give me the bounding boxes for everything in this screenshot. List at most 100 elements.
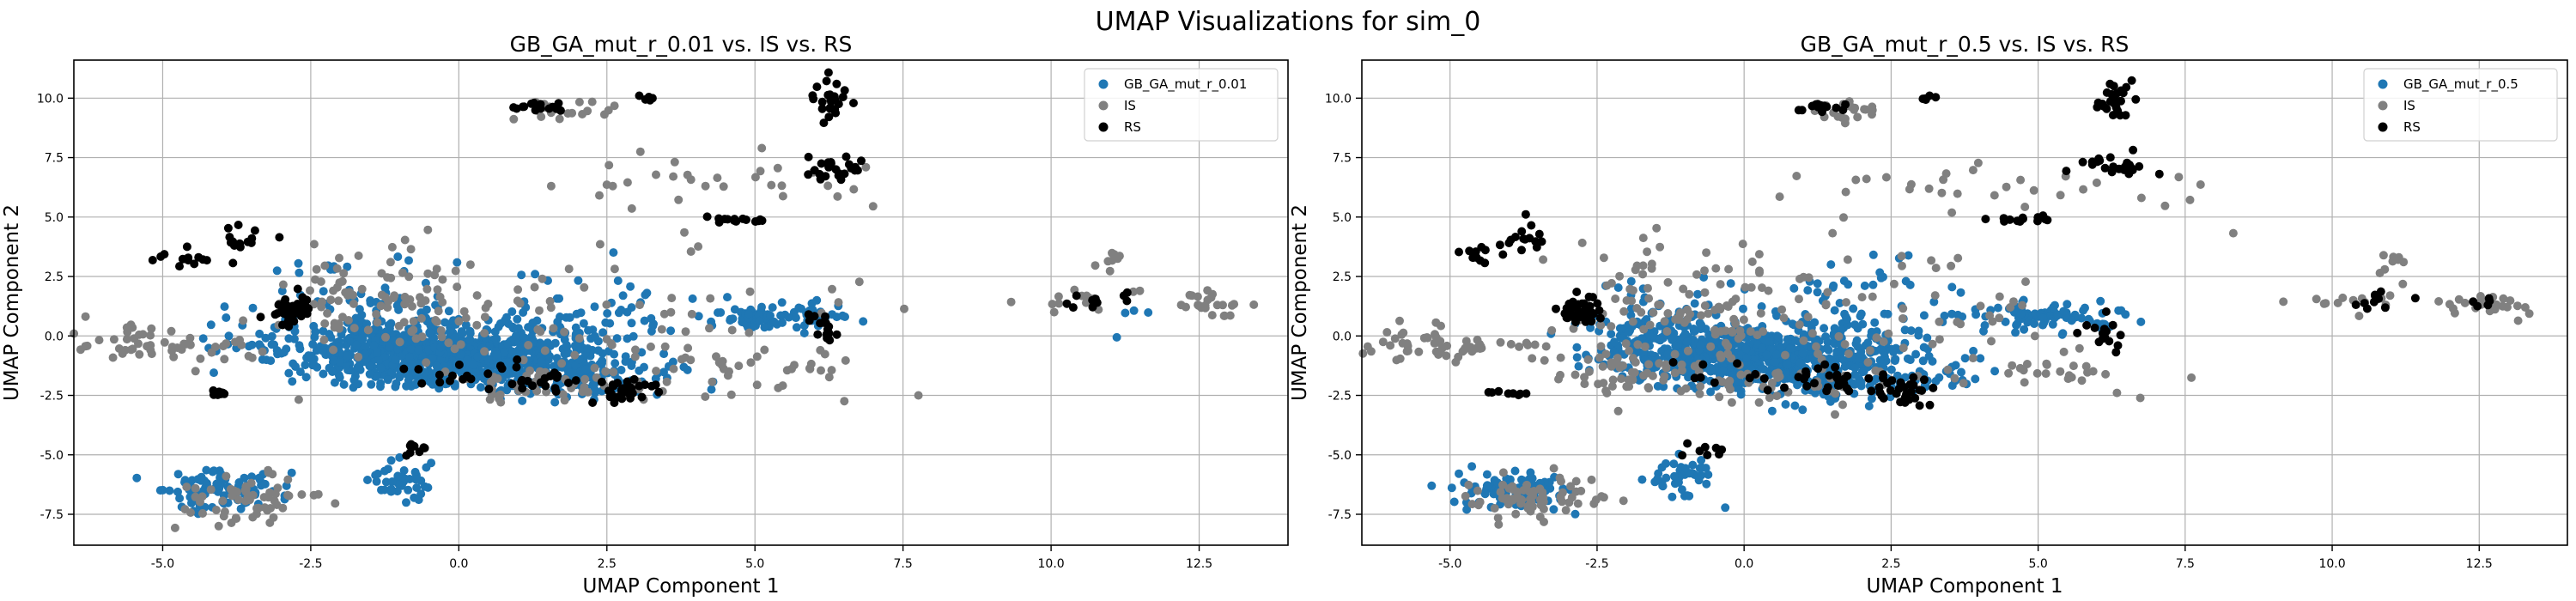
scatter-point xyxy=(1722,301,1731,310)
scatter-point xyxy=(402,451,411,460)
scatter-point xyxy=(1358,349,1368,358)
scatter-point xyxy=(198,334,208,343)
scatter-point xyxy=(425,328,434,337)
scatter-point xyxy=(499,348,508,357)
scatter-point xyxy=(1801,367,1810,376)
scatter-point xyxy=(598,328,608,337)
scatter-point xyxy=(231,513,240,523)
scatter-point xyxy=(302,295,312,305)
scatter-point xyxy=(222,471,231,481)
scatter-point xyxy=(1572,343,1582,352)
scatter-point xyxy=(1628,317,1637,326)
scatter-point xyxy=(1455,247,1463,257)
y-tick-label: 2.5 xyxy=(45,270,64,284)
scatter-point xyxy=(437,332,447,342)
scatter-point xyxy=(756,215,765,224)
scatter-point xyxy=(1579,299,1589,308)
scatter-point xyxy=(1738,240,1747,249)
scatter-point xyxy=(406,245,416,254)
scatter-point xyxy=(1868,250,1878,259)
scatter-point xyxy=(1103,257,1113,266)
scatter-point xyxy=(320,261,330,270)
scatter-point xyxy=(1607,382,1617,391)
scatter-point xyxy=(637,392,647,402)
scatter-point xyxy=(2354,312,2364,320)
scatter-point xyxy=(1861,105,1870,114)
scatter-point xyxy=(1659,382,1668,392)
scatter-point xyxy=(507,379,517,389)
scatter-point xyxy=(284,334,294,343)
scatter-point xyxy=(702,212,712,222)
scatter-point xyxy=(1613,283,1623,292)
scatter-point xyxy=(778,191,787,201)
scatter-point xyxy=(2105,79,2115,88)
scatter-point xyxy=(1795,320,1804,330)
scatter-point xyxy=(1718,377,1727,386)
scatter-point xyxy=(813,330,823,339)
scatter-point xyxy=(587,97,597,106)
scatter-point xyxy=(1813,100,1822,109)
legend-box xyxy=(1084,68,1279,142)
scatter-point xyxy=(570,350,580,360)
scatter-point xyxy=(304,351,313,361)
scatter-point xyxy=(1525,487,1534,496)
scatter-point xyxy=(1068,303,1078,313)
scatter-point xyxy=(2008,361,2017,370)
scatter-point xyxy=(769,317,779,326)
scatter-point xyxy=(701,181,710,191)
scatter-point xyxy=(1995,292,2004,301)
scatter-point xyxy=(2136,317,2146,326)
scatter-point xyxy=(652,170,660,179)
scatter-point xyxy=(757,302,766,312)
x-axis-label: UMAP Component 1 xyxy=(582,575,779,598)
scatter-point xyxy=(210,368,218,378)
scatter-point xyxy=(777,298,787,307)
scatter-point xyxy=(354,251,363,260)
scatter-point xyxy=(295,268,304,277)
scatter-point xyxy=(422,284,432,294)
x-tick-label: -2.5 xyxy=(1585,557,1608,571)
scatter-point xyxy=(1615,271,1625,281)
scatter-point xyxy=(1826,260,1836,270)
scatter-point xyxy=(598,356,607,366)
scatter-point xyxy=(1115,252,1124,261)
scatter-point xyxy=(2100,163,2110,173)
scatter-point xyxy=(583,344,592,353)
scatter-point xyxy=(824,112,834,122)
scatter-point xyxy=(670,157,679,167)
scatter-point xyxy=(536,340,545,349)
scatter-point xyxy=(436,326,446,335)
scatter-point xyxy=(386,487,396,496)
legend-label: GB_GA_mut_r_0.5 xyxy=(2403,76,2518,93)
scatter-point xyxy=(343,351,352,361)
scatter-point xyxy=(1473,486,1482,495)
scatter-point xyxy=(1670,349,1680,359)
scatter-point xyxy=(408,301,416,311)
scatter-point xyxy=(450,333,459,343)
scatter-point xyxy=(1639,325,1649,334)
scatter-point xyxy=(275,233,284,242)
scatter-point xyxy=(461,313,471,323)
x-tick-label: 12.5 xyxy=(2466,557,2493,571)
scatter-point xyxy=(1777,305,1787,314)
scatter-point xyxy=(503,358,513,367)
scatter-point xyxy=(730,305,739,314)
scatter-point xyxy=(1947,208,1957,217)
x-tick-label: 5.0 xyxy=(745,557,764,571)
scatter-point xyxy=(1587,475,1596,484)
scatter-point xyxy=(1656,336,1665,345)
scatter-point xyxy=(2187,373,2196,382)
scatter-point xyxy=(1856,378,1866,387)
scatter-point xyxy=(578,387,587,397)
scatter-point xyxy=(1987,337,1996,346)
scatter-point xyxy=(805,316,814,325)
scatter-point xyxy=(361,349,370,359)
scatter-point xyxy=(1850,370,1860,379)
scatter-point xyxy=(1754,398,1764,407)
scatter-point xyxy=(283,490,292,500)
scatter-point xyxy=(2398,279,2408,288)
scatter-point xyxy=(1487,388,1497,398)
scatter-point xyxy=(2351,300,2360,309)
scatter-point xyxy=(250,226,259,235)
scatter-point xyxy=(1390,334,1400,343)
